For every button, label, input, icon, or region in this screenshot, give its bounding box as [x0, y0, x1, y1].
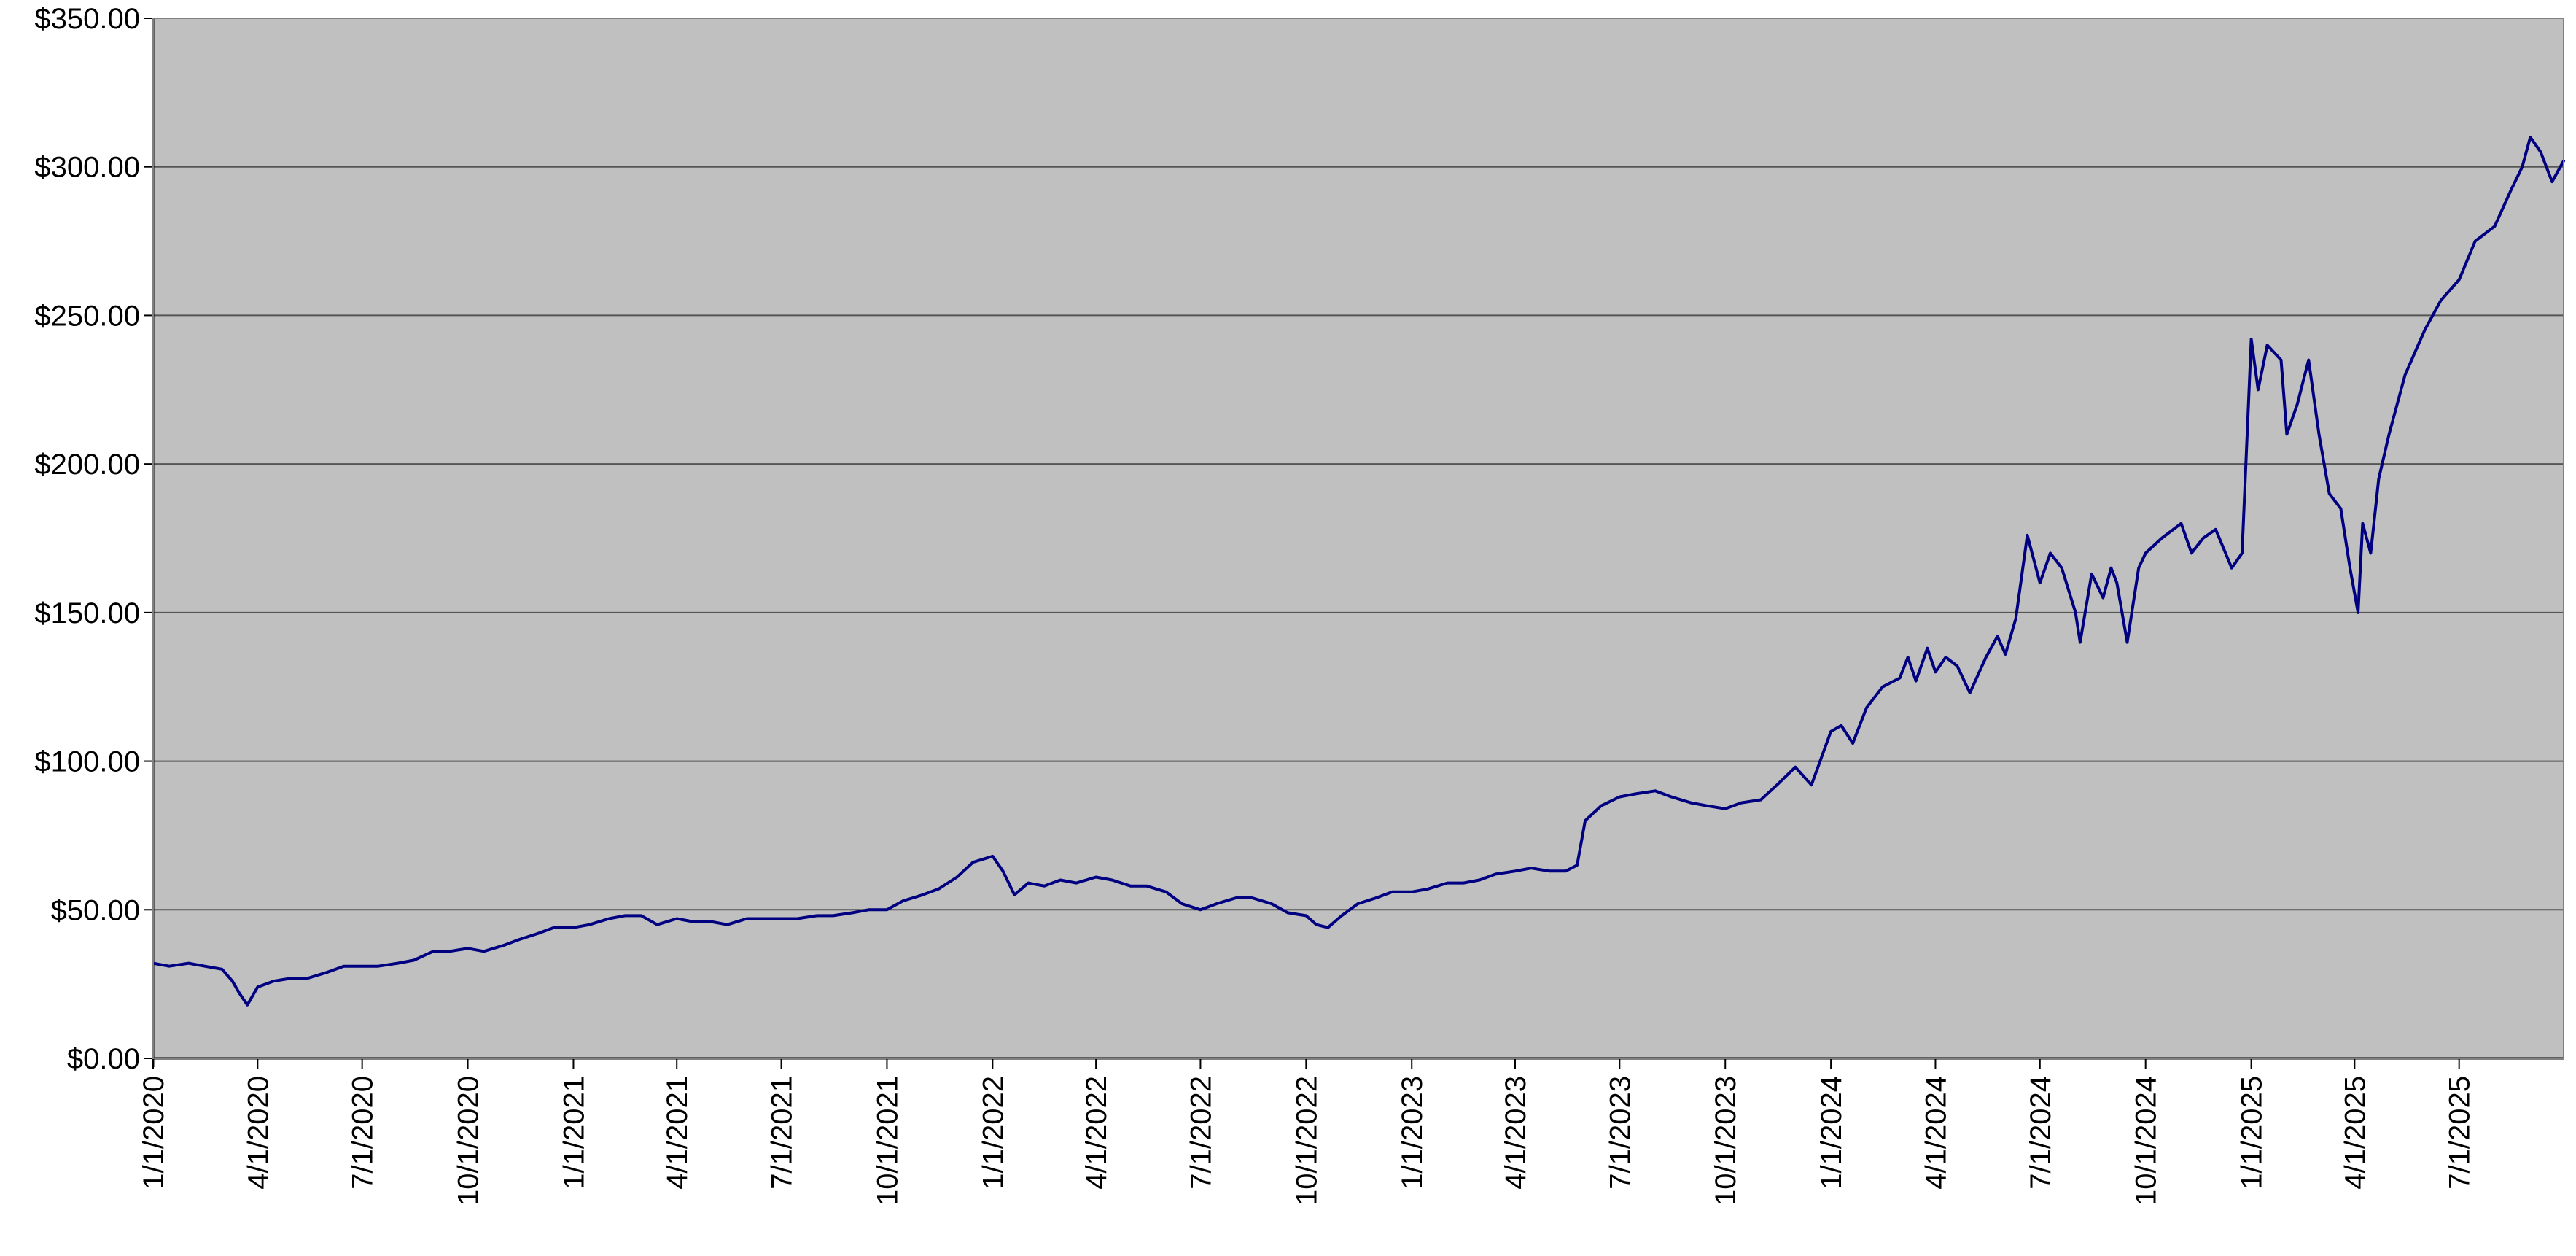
x-axis: 1/1/2020 4/1/2020 7/1/2020 10/1/2020 1/1/202… [138, 1057, 2564, 1206]
y-tick-label: $300.00 [34, 152, 140, 184]
x-tick-label: 1/1/2024 [1816, 1076, 1848, 1190]
x-tick-label: 4/1/2024 [1920, 1076, 1952, 1190]
x-tick-label: 10/1/2020 [453, 1076, 485, 1206]
x-tick-label: 1/1/2023 [1396, 1076, 1428, 1190]
series-layer [152, 136, 2565, 1007]
plot-area-border [152, 18, 2564, 1059]
y-axis: $0.00 $50.00 $100.00 $150.00 $200.00 $250.00 $… [34, 3, 155, 1075]
x-tick-label: 10/1/2024 [2131, 1076, 2163, 1206]
x-tick-label: 4/1/2023 [1500, 1076, 1532, 1190]
x-tick-label: 4/1/2020 [242, 1076, 274, 1190]
y-tick-label: $150.00 [34, 597, 140, 629]
y-tick-label: $50.00 [51, 894, 140, 926]
x-tick-label: 7/1/2024 [2025, 1076, 2057, 1190]
x-tick-label: 4/1/2022 [1081, 1076, 1113, 1190]
y-tick-label: $200.00 [34, 449, 140, 481]
gridlines [153, 166, 2564, 911]
x-tick-label: 1/1/2021 [558, 1076, 590, 1190]
x-tick-label: 1/1/2020 [138, 1076, 170, 1190]
x-tick-label: 4/1/2025 [2339, 1076, 2371, 1190]
x-tick-label: 10/1/2021 [871, 1076, 903, 1206]
x-tick-label: 7/1/2021 [766, 1076, 798, 1190]
series-line-0 [152, 136, 2565, 1007]
y-tick-label: $0.00 [67, 1043, 140, 1075]
x-tick-label: 7/1/2020 [347, 1076, 379, 1190]
x-tick-label: 10/1/2023 [1710, 1076, 1742, 1206]
x-tick-label: 1/1/2025 [2236, 1076, 2268, 1190]
y-tick-label: $100.00 [34, 746, 140, 778]
y-tick-label: $350.00 [34, 3, 140, 35]
x-tick-label: 7/1/2023 [1604, 1076, 1636, 1190]
y-tick-label: $250.00 [34, 300, 140, 332]
x-tick-label: 1/1/2022 [977, 1076, 1009, 1190]
x-tick-label: 10/1/2022 [1291, 1076, 1323, 1206]
x-tick-label: 7/1/2022 [1185, 1076, 1217, 1190]
x-tick-label: 4/1/2021 [661, 1076, 693, 1190]
x-tick-label: 7/1/2025 [2444, 1076, 2476, 1190]
